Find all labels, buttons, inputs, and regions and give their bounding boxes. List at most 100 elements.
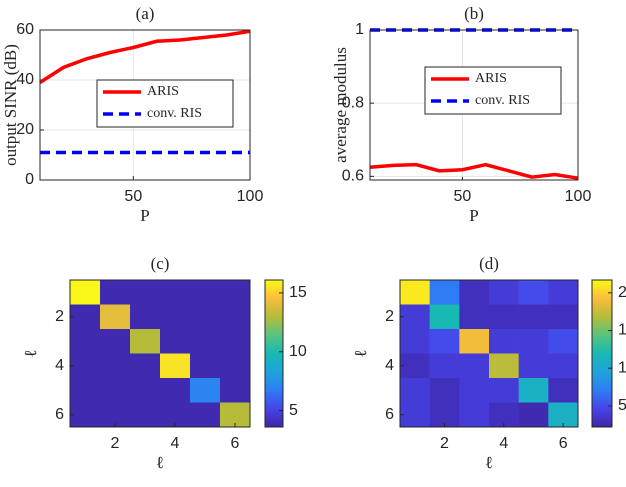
- heatmap-cell: [70, 353, 101, 379]
- heatmap-cell: [548, 280, 579, 305]
- heatmap-cell: [130, 353, 161, 379]
- heatmap-cell: [100, 329, 131, 354]
- heatmap-cell: [429, 304, 460, 330]
- heatmap-cell: [70, 402, 101, 428]
- legend-box: [424, 66, 562, 115]
- heatmap-cell: [220, 378, 251, 403]
- heatmap-cell: [70, 280, 101, 305]
- heatmap-cell: [429, 280, 460, 305]
- heatmap-cell: [518, 353, 549, 379]
- x-tick-label: 6: [559, 435, 568, 452]
- heatmap-cell: [70, 378, 101, 403]
- heatmap-cell: [160, 280, 191, 305]
- x-axis-label: P: [469, 206, 478, 225]
- heatmap-cell: [190, 378, 221, 403]
- x-tick-label: 100: [237, 188, 264, 205]
- heatmap-cell: [459, 304, 490, 330]
- colorbar-tick-label: 5: [618, 397, 626, 414]
- heatmap-cell: [489, 353, 519, 379]
- heatmap-cell: [160, 329, 191, 354]
- heatmap-cell: [429, 353, 460, 379]
- x-tick-label: 50: [454, 188, 472, 205]
- heatmap-cell: [100, 304, 131, 330]
- heatmap-cell: [400, 353, 430, 379]
- legend-label: ARIS: [147, 84, 179, 99]
- heatmap-cell: [400, 304, 430, 330]
- heatmap-cell: [459, 353, 490, 379]
- heatmap-cell: [548, 304, 579, 330]
- y-axis-label: output SINR (dB): [1, 44, 20, 166]
- heatmap-cell: [548, 329, 579, 354]
- x-axis-label: ℓ: [156, 453, 164, 472]
- x-tick-label: 4: [171, 435, 180, 452]
- heatmap-cell: [518, 402, 549, 428]
- y-tick-label: 1: [355, 21, 364, 38]
- axes-box: [69, 279, 251, 428]
- heatmap-cell: [100, 378, 131, 403]
- y-tick-label: 20: [16, 121, 34, 138]
- colorbar-tick-label: 15: [289, 284, 307, 301]
- heatmap-cell: [518, 304, 549, 330]
- legend-label: conv. RIS: [147, 106, 202, 121]
- heatmap-cell: [400, 280, 430, 305]
- heatmap-cell: [130, 378, 161, 403]
- heatmap-cell: [489, 304, 519, 330]
- heatmap-cell: [220, 280, 251, 305]
- heatmap-cell: [489, 378, 519, 403]
- colorbar: [591, 279, 613, 428]
- colorbar-tick-label: 5: [289, 402, 298, 419]
- heatmap-cell: [429, 378, 460, 403]
- heatmap-cell: [220, 353, 251, 379]
- axes-box: [369, 29, 579, 181]
- y-tick-label: 6: [385, 406, 394, 423]
- heatmap-cell: [400, 402, 430, 428]
- colorbar-tick-label: 15: [618, 322, 626, 339]
- chart-title: (d): [479, 254, 499, 273]
- legend-box: [96, 79, 234, 128]
- heatmap-cell: [518, 329, 549, 354]
- axes-box: [39, 29, 251, 181]
- heatmap-cell: [459, 378, 490, 403]
- heatmap-cell: [400, 329, 430, 354]
- heatmap-cell: [548, 353, 579, 379]
- heatmap-cell: [489, 280, 519, 305]
- y-tick-label: 2: [385, 308, 394, 325]
- heatmap-cell: [220, 329, 251, 354]
- y-tick-label: 4: [55, 357, 64, 374]
- line-series: [369, 162, 579, 180]
- heatmap-cell: [160, 353, 191, 379]
- y-tick-label: 40: [16, 71, 34, 88]
- heatmap-cell: [429, 329, 460, 354]
- legend-label: conv. RIS: [475, 93, 530, 108]
- heatmap-cell: [70, 304, 101, 330]
- chart-title: (b): [464, 4, 484, 23]
- heatmap-cell: [489, 329, 519, 354]
- colorbar-tick-label: 20: [618, 284, 626, 301]
- x-tick-label: 100: [565, 188, 592, 205]
- x-tick-label: 2: [111, 435, 120, 452]
- colorbar-tick-label: 10: [618, 359, 626, 376]
- y-axis-label: ℓ: [351, 349, 370, 357]
- heatmap-cell: [130, 280, 161, 305]
- y-tick-label: 6: [55, 406, 64, 423]
- heatmap-cell: [459, 402, 490, 428]
- chart-title: (c): [151, 254, 170, 273]
- y-axis-label: average modulus: [331, 47, 350, 163]
- heatmap-cell: [100, 353, 131, 379]
- axes-box: [399, 279, 579, 428]
- heatmap-cell: [70, 329, 101, 354]
- y-tick-label: 0: [25, 171, 34, 188]
- x-axis-label: P: [140, 206, 149, 225]
- heatmap-cell: [190, 280, 221, 305]
- heatmap-cell: [100, 280, 131, 305]
- line-series: [39, 29, 251, 84]
- y-tick-label: 0.8: [342, 94, 364, 111]
- heatmap-cell: [518, 378, 549, 403]
- heatmap-cell: [190, 402, 221, 428]
- heatmap-cell: [130, 402, 161, 428]
- heatmap-cell: [190, 329, 221, 354]
- heatmap-cell: [130, 304, 161, 330]
- heatmap-cell: [459, 329, 490, 354]
- x-tick-label: 4: [499, 435, 508, 452]
